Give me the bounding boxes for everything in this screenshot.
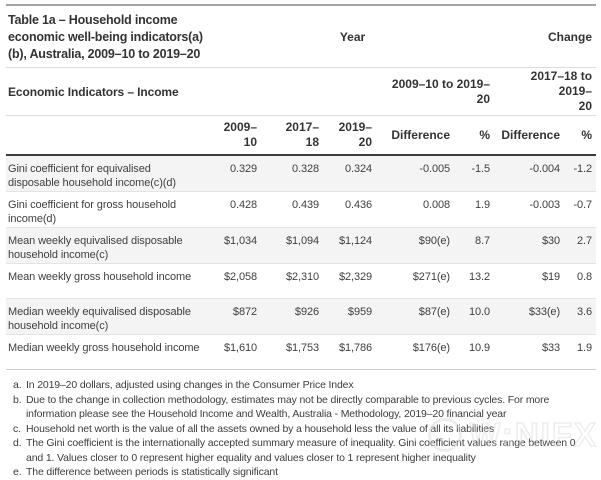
table-header: Table 1a – Household income economic wel… [6, 4, 597, 156]
cell-percent-2: 3.6 [564, 298, 597, 335]
footnote-marker: d. [13, 437, 22, 449]
footnote-marker: b. [13, 393, 22, 406]
cell-2009-10: 0.329 [211, 155, 261, 192]
cell-2009-10: $1,034 [211, 227, 261, 264]
cell-percent-1: 8.7 [454, 227, 495, 264]
row-label: Gini coefficient for equivalised disposa… [6, 155, 211, 192]
cell-percent-1: 10.9 [454, 334, 495, 370]
cell-difference-1: $87(e) [376, 298, 454, 335]
row-label: Median weekly gross household income [6, 334, 211, 370]
footnote-d: d. The Gini coefficient is the internati… [13, 436, 592, 465]
col-header-2019-20: 2019– 20 [323, 115, 376, 156]
table-row: Mean weekly gross household income $2,05… [6, 263, 597, 299]
span-header-row: Economic Indicators – Income 2009–10 to … [6, 67, 597, 116]
footnote-text: Household net worth is the value of all … [26, 422, 495, 435]
footnote-text: The difference between periods is statis… [26, 466, 278, 478]
col-header-difference-2: Difference [494, 115, 565, 156]
cell-2009-10: 0.428 [211, 191, 261, 228]
household-income-indicators-table: Table 1a – Household income economic wel… [6, 4, 597, 370]
footnote-text: In 2019–20 dollars, adjusted using chang… [26, 379, 354, 391]
footnote-a: a. In 2019–20 dollars, adjusted using ch… [13, 378, 592, 393]
cell-percent-2: 2.7 [564, 227, 597, 264]
table-title-cell: Table 1a – Household income economic wel… [6, 4, 211, 68]
cell-percent-2: 0.8 [564, 263, 597, 299]
col-header-percent-2: % [564, 115, 597, 156]
row-label: Mean weekly equivalised disposable house… [6, 227, 211, 264]
cell-percent-1: 1.9 [454, 191, 495, 228]
cell-2017-18: $926 [261, 298, 323, 335]
row-label: Mean weekly gross household income [6, 263, 211, 299]
row-label: Median weekly equivalised disposable hou… [6, 298, 211, 335]
cell-difference-2: $33(e) [494, 298, 565, 335]
footnotes: a. In 2019–20 dollars, adjusted using ch… [13, 378, 592, 480]
col-header-percent-1: % [454, 115, 495, 156]
footnote-marker: a. [13, 379, 22, 391]
cell-difference-2: $30 [494, 227, 565, 264]
column-header-row: 2009– 10 2017– 18 2019– 20 Difference % … [6, 115, 597, 156]
cell-percent-2: -1.2 [564, 155, 597, 192]
table-row: Gini coefficient for gross household inc… [6, 191, 597, 228]
change-span-2017-18-to-2019-20: 2017–18 to 2019– 20 [494, 67, 597, 116]
footnote-marker: c. [13, 422, 21, 435]
cell-difference-2: $19 [494, 263, 565, 299]
row-label: Gini coefficient for gross household inc… [6, 191, 211, 228]
footnote-text: Due to the change in collection methodol… [26, 393, 550, 421]
col-header-2009-10: 2009– 10 [211, 115, 261, 156]
change-span-2009-10-to-2019-20: 2009–10 to 2019– 20 [376, 67, 495, 116]
footnote-c: c. Household net worth is the value of a… [13, 422, 592, 437]
col-header-difference-1: Difference [376, 115, 454, 156]
cell-2017-18: 0.439 [261, 191, 323, 228]
cell-2019-20: $959 [323, 298, 376, 335]
cell-2017-18: 0.328 [261, 155, 323, 192]
cell-difference-1: $271(e) [376, 263, 454, 299]
footnote-marker: e. [13, 466, 22, 478]
cell-difference-2: -0.004 [494, 155, 565, 192]
table-row: Gini coefficient for equivalised disposa… [6, 155, 597, 192]
cell-percent-1: 13.2 [454, 263, 495, 299]
cell-percent-1: -1.5 [454, 155, 495, 192]
cell-2017-18: $2,310 [261, 263, 323, 299]
table-title: Table 1a – Household income economic wel… [8, 13, 203, 61]
cell-2017-18: $1,094 [261, 227, 323, 264]
cell-difference-1: $90(e) [376, 227, 454, 264]
cell-2009-10: $2,058 [211, 263, 261, 299]
footnote-b: b. Due to the change in collection metho… [13, 393, 592, 422]
cell-2019-20: $1,124 [323, 227, 376, 264]
cell-2019-20: 0.436 [323, 191, 376, 228]
footnote-text: The Gini coefficient is the internationa… [26, 437, 576, 464]
cell-difference-1: 0.008 [376, 191, 454, 228]
table-row: Mean weekly equivalised disposable house… [6, 227, 597, 264]
cell-percent-1: 10.0 [454, 298, 495, 335]
col-header-2017-18: 2017– 18 [261, 115, 323, 156]
year-group-header: Year [211, 4, 495, 68]
title-row: Table 1a – Household income economic wel… [6, 4, 597, 68]
footnote-e: e. The difference between periods is sta… [13, 465, 592, 480]
cell-difference-2: -0.003 [494, 191, 565, 228]
cell-2019-20: $2,329 [323, 263, 376, 299]
table-body: Gini coefficient for equivalised disposa… [6, 155, 597, 370]
cell-difference-2: $33 [494, 334, 565, 370]
cell-percent-2: 1.9 [564, 334, 597, 370]
table-row: Median weekly equivalised disposable hou… [6, 298, 597, 335]
cell-difference-1: -0.005 [376, 155, 454, 192]
stub-header: Economic Indicators – Income [6, 67, 211, 116]
change-group-header: Change [494, 4, 597, 68]
cell-2017-18: $1,753 [261, 334, 323, 370]
cell-difference-1: $176(e) [376, 334, 454, 370]
cell-2009-10: $1,610 [211, 334, 261, 370]
empty-header-cell [6, 115, 211, 156]
cell-2019-20: 0.324 [323, 155, 376, 192]
cell-2019-20: $1,786 [323, 334, 376, 370]
empty-header-cell [211, 67, 376, 116]
cell-percent-2: -0.7 [564, 191, 597, 228]
cell-2009-10: $872 [211, 298, 261, 335]
table-row: Median weekly gross household income $1,… [6, 334, 597, 370]
